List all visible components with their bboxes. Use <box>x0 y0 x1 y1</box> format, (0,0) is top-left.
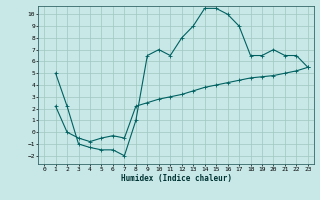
X-axis label: Humidex (Indice chaleur): Humidex (Indice chaleur) <box>121 174 231 183</box>
